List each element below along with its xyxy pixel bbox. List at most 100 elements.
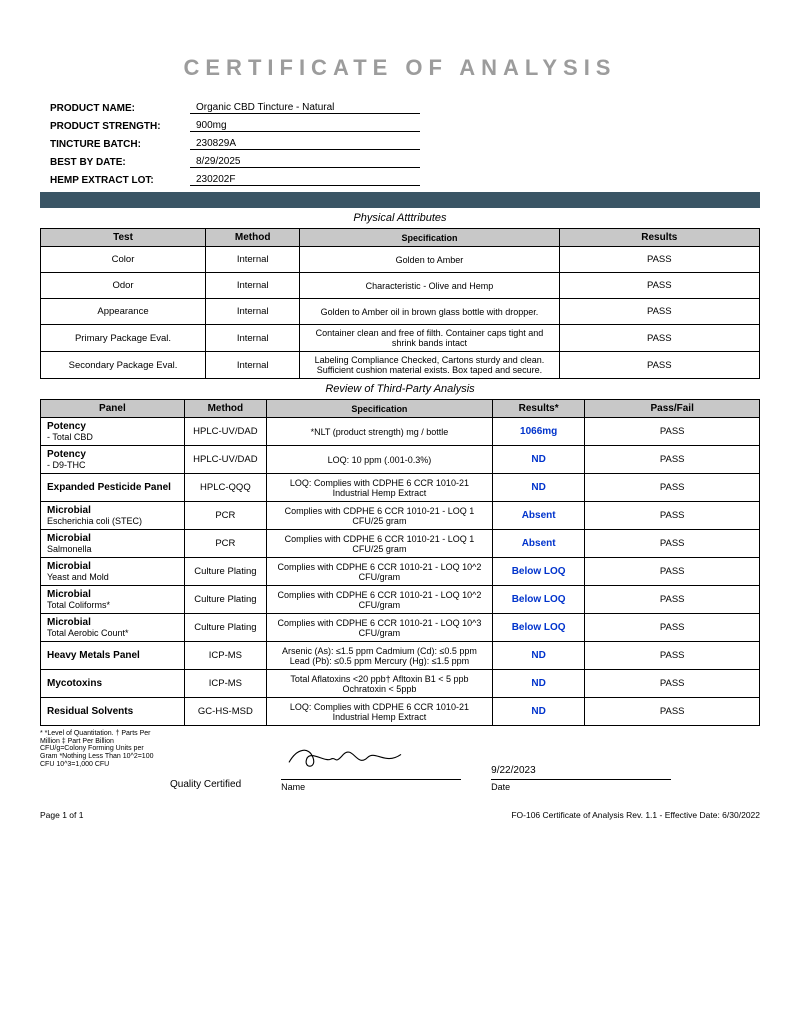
pstrength-label: PRODUCT STRENGTH: bbox=[50, 121, 190, 132]
table-row: MycotoxinsICP-MSTotal Aflatoxins <20 ppb… bbox=[41, 670, 760, 698]
cell-method: HPLC-UV/DAD bbox=[184, 418, 266, 446]
table-row: MicrobialSalmonellaPCRComplies with CDPH… bbox=[41, 530, 760, 558]
cell-passfail: PASS bbox=[585, 670, 760, 698]
cell-passfail: PASS bbox=[585, 446, 760, 474]
cell-result: ND bbox=[492, 474, 584, 502]
cell-panel: Residual Solvents bbox=[41, 698, 185, 726]
cell-test: Secondary Package Eval. bbox=[41, 352, 206, 379]
cell-spec: LOQ: Complies with CDPHE 6 CCR 1010-21 I… bbox=[266, 474, 492, 502]
plot-value: 230202F bbox=[190, 174, 420, 186]
cell-spec: Complies with CDPHE 6 CCR 1010-21 - LOQ … bbox=[266, 502, 492, 530]
cell-panel: MicrobialTotal Aerobic Count* bbox=[41, 614, 185, 642]
cell-spec: Arsenic (As): ≤1.5 ppm Cadmium (Cd): ≤0.… bbox=[266, 642, 492, 670]
cell-method: Culture Plating bbox=[184, 558, 266, 586]
cell-passfail: PASS bbox=[585, 698, 760, 726]
cell-spec: LOQ: 10 ppm (.001-0.3%) bbox=[266, 446, 492, 474]
table-row: Expanded Pesticide PanelHPLC-QQQLOQ: Com… bbox=[41, 474, 760, 502]
cell-passfail: PASS bbox=[585, 474, 760, 502]
pname-label: PRODUCT NAME: bbox=[50, 103, 190, 114]
cell-result: ND bbox=[492, 642, 584, 670]
footer-rev: FO-106 Certificate of Analysis Rev. 1.1 … bbox=[511, 810, 760, 820]
cell-passfail: PASS bbox=[585, 586, 760, 614]
cell-spec: Complies with CDPHE 6 CCR 1010-21 - LOQ … bbox=[266, 586, 492, 614]
cell-method: Internal bbox=[206, 247, 300, 273]
pbatch-label: TINCTURE BATCH: bbox=[50, 139, 190, 150]
cell-result: PASS bbox=[559, 352, 759, 379]
cell-panel: Potency- Total CBD bbox=[41, 418, 185, 446]
cell-method: Internal bbox=[206, 299, 300, 325]
cell-method: GC-HS-MSD bbox=[184, 698, 266, 726]
cell-result: PASS bbox=[559, 325, 759, 352]
table-row: Potency- Total CBDHPLC-UV/DAD*NLT (produ… bbox=[41, 418, 760, 446]
cell-spec: *NLT (product strength) mg / bottle bbox=[266, 418, 492, 446]
th-method: Method bbox=[206, 229, 300, 247]
cell-panel: MicrobialEscherichia coli (STEC) bbox=[41, 502, 185, 530]
cell-result: Below LOQ bbox=[492, 614, 584, 642]
cell-panel: Heavy Metals Panel bbox=[41, 642, 185, 670]
cell-method: Internal bbox=[206, 325, 300, 352]
th-test: Test bbox=[41, 229, 206, 247]
cell-passfail: PASS bbox=[585, 502, 760, 530]
signature-icon bbox=[281, 738, 461, 779]
cell-spec: Characteristic - Olive and Hemp bbox=[300, 273, 559, 299]
th-passfail: Pass/Fail bbox=[585, 400, 760, 418]
table-row: OdorInternalCharacteristic - Olive and H… bbox=[41, 273, 760, 299]
page-footer: Page 1 of 1 FO-106 Certificate of Analys… bbox=[40, 810, 760, 820]
cell-passfail: PASS bbox=[585, 418, 760, 446]
cell-result: PASS bbox=[559, 247, 759, 273]
table-row: Primary Package Eval.InternalContainer c… bbox=[41, 325, 760, 352]
table-row: AppearanceInternalGolden to Amber oil in… bbox=[41, 299, 760, 325]
cell-result: ND bbox=[492, 446, 584, 474]
cell-spec: Golden to Amber bbox=[300, 247, 559, 273]
cell-panel: MicrobialTotal Coliforms* bbox=[41, 586, 185, 614]
qc-label: Quality Certified bbox=[170, 779, 241, 792]
th-spec2: Specification bbox=[266, 400, 492, 418]
footnotes: * *Level of Quantitation. † Parts Per Mi… bbox=[40, 730, 160, 768]
cell-method: PCR bbox=[184, 530, 266, 558]
section-physical-title: Physical Atttributes bbox=[40, 212, 760, 224]
cell-panel: MicrobialSalmonella bbox=[41, 530, 185, 558]
cell-spec: Complies with CDPHE 6 CCR 1010-21 - LOQ … bbox=[266, 530, 492, 558]
cell-method: Culture Plating bbox=[184, 586, 266, 614]
table-row: Residual SolventsGC-HS-MSDLOQ: Complies … bbox=[41, 698, 760, 726]
cell-method: Internal bbox=[206, 352, 300, 379]
th-results2: Results* bbox=[492, 400, 584, 418]
cell-spec: Complies with CDPHE 6 CCR 1010-21 - LOQ … bbox=[266, 614, 492, 642]
table-row: Secondary Package Eval.InternalLabeling … bbox=[41, 352, 760, 379]
cell-spec: LOQ: Complies with CDPHE 6 CCR 1010-21 I… bbox=[266, 698, 492, 726]
th-results: Results bbox=[559, 229, 759, 247]
cell-result: ND bbox=[492, 698, 584, 726]
cell-result: PASS bbox=[559, 273, 759, 299]
signature-date-value: 9/22/2023 bbox=[491, 765, 671, 779]
cell-spec: Labeling Compliance Checked, Cartons stu… bbox=[300, 352, 559, 379]
signature-date-label: Date bbox=[491, 779, 671, 792]
cell-result: Absent bbox=[492, 530, 584, 558]
product-info-block: PRODUCT NAME:Organic CBD Tincture - Natu… bbox=[50, 96, 750, 186]
cell-result: Below LOQ bbox=[492, 558, 584, 586]
review-table: Panel Method Specification Results* Pass… bbox=[40, 399, 760, 726]
cell-panel: Expanded Pesticide Panel bbox=[41, 474, 185, 502]
cell-result: ND bbox=[492, 670, 584, 698]
table-row: Heavy Metals PanelICP-MSArsenic (As): ≤1… bbox=[41, 642, 760, 670]
table-row: ColorInternalGolden to AmberPASS bbox=[41, 247, 760, 273]
cell-passfail: PASS bbox=[585, 642, 760, 670]
cell-spec: Complies with CDPHE 6 CCR 1010-21 - LOQ … bbox=[266, 558, 492, 586]
cell-spec: Golden to Amber oil in brown glass bottl… bbox=[300, 299, 559, 325]
table-row: MicrobialYeast and MoldCulture PlatingCo… bbox=[41, 558, 760, 586]
cell-result: Absent bbox=[492, 502, 584, 530]
section-review-title: Review of Third-Party Analysis bbox=[40, 383, 760, 395]
cell-method: HPLC-QQQ bbox=[184, 474, 266, 502]
cell-result: Below LOQ bbox=[492, 586, 584, 614]
cell-spec: Total Aflatoxins <20 ppb† Afltoxin B1 < … bbox=[266, 670, 492, 698]
document-title: CERTIFICATE OF ANALYSIS bbox=[40, 55, 760, 81]
physical-table: Test Method Specification Results ColorI… bbox=[40, 228, 760, 379]
cell-panel: Potency- D9-THC bbox=[41, 446, 185, 474]
th-spec: Specification bbox=[300, 229, 559, 247]
signature-name-label: Name bbox=[281, 779, 461, 792]
pstrength-value: 900mg bbox=[190, 120, 420, 132]
th-method2: Method bbox=[184, 400, 266, 418]
cell-panel: MicrobialYeast and Mold bbox=[41, 558, 185, 586]
cell-result: 1066mg bbox=[492, 418, 584, 446]
cell-panel: Mycotoxins bbox=[41, 670, 185, 698]
pname-value: Organic CBD Tincture - Natural bbox=[190, 102, 420, 114]
